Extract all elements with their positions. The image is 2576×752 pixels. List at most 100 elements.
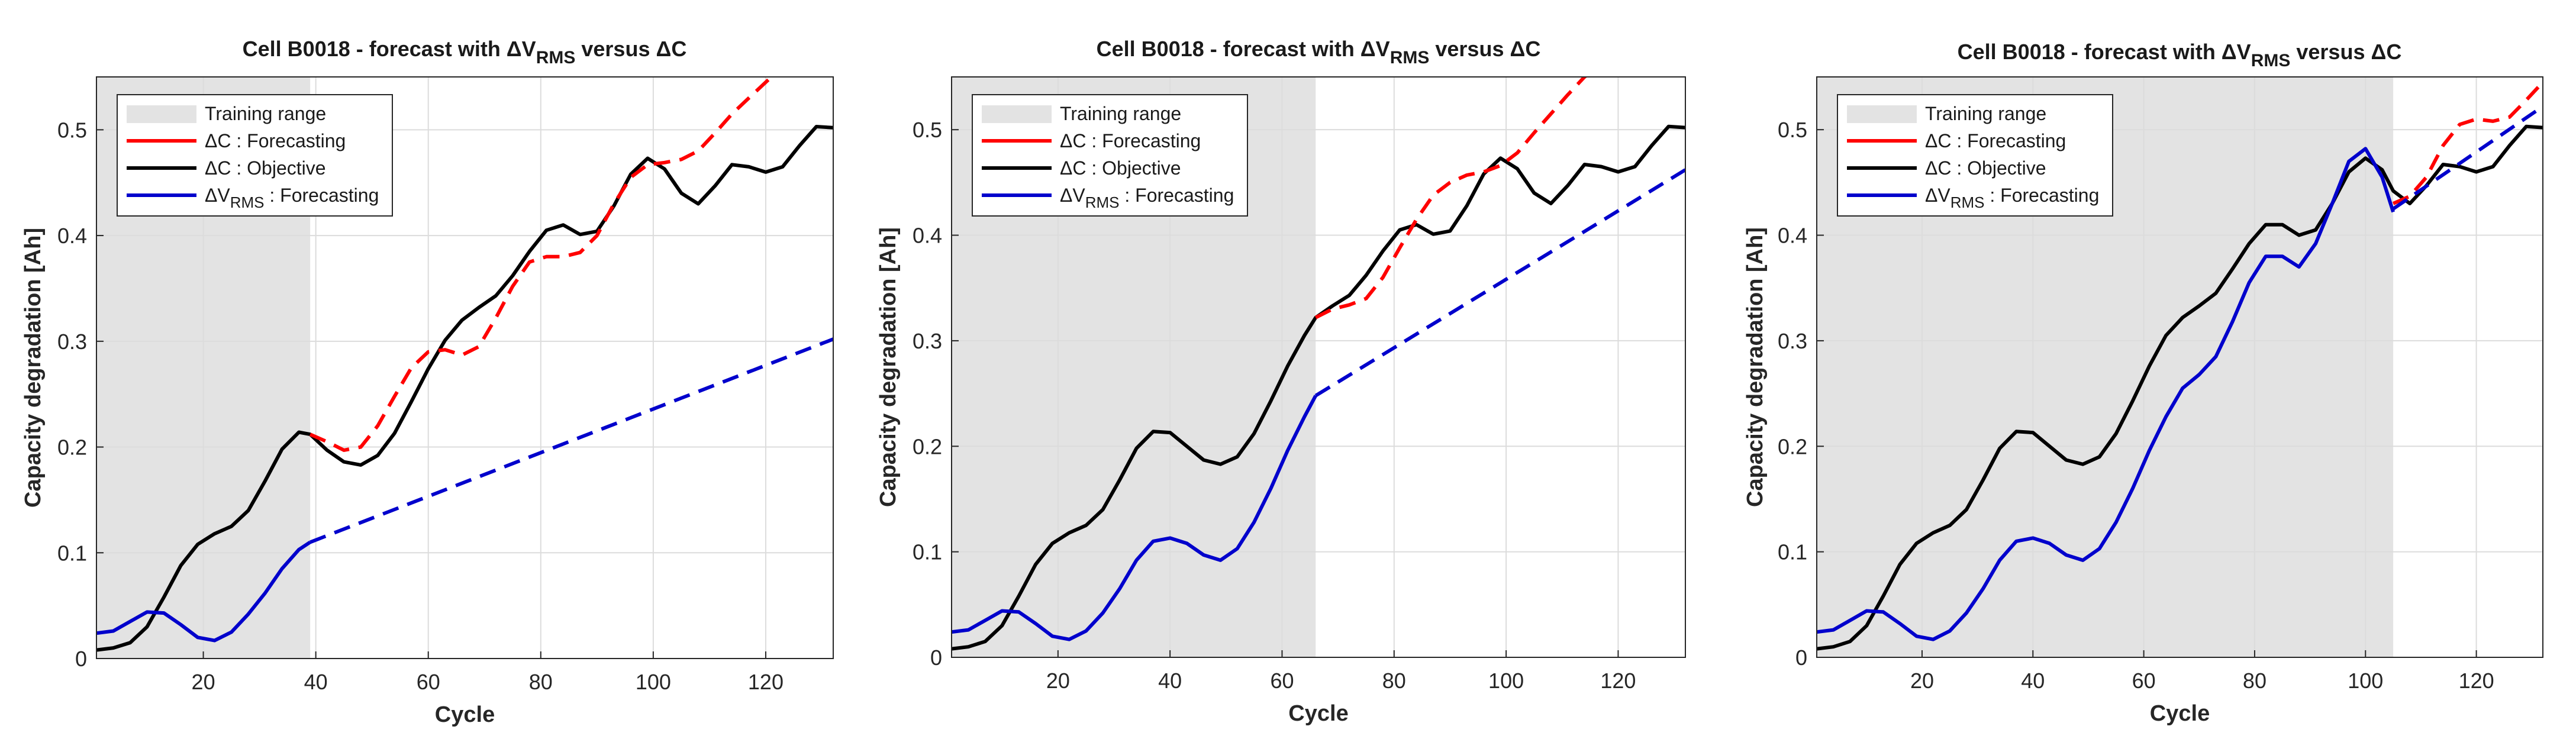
legend-label-subscript: RMS bbox=[230, 193, 265, 211]
x-tick-label: 80 bbox=[1382, 669, 1406, 693]
plot-area bbox=[96, 77, 833, 652]
y-tick-label: 0.4 bbox=[57, 224, 87, 248]
legend-label-main: ΔC : Forecasting bbox=[1060, 130, 1201, 151]
y-tick-label: 0 bbox=[930, 646, 942, 670]
legend-label-dc_forecast: ΔC : Forecasting bbox=[1925, 130, 2066, 151]
y-tick-label: 0.5 bbox=[913, 118, 942, 142]
legend-label-training: Training range bbox=[1925, 103, 2046, 124]
legend-label-dc_objective: ΔC : Objective bbox=[1060, 157, 1181, 179]
series-line-4 bbox=[2392, 105, 2543, 211]
legend-label-tail: : Forecasting bbox=[1985, 185, 2100, 206]
plot-area bbox=[952, 77, 1685, 651]
legend-label-main: ΔC : Forecasting bbox=[1925, 130, 2066, 151]
legend-swatch-training bbox=[1847, 105, 1917, 123]
legend-label-main: ΔC : Forecasting bbox=[205, 130, 346, 151]
legend-label-subscript: RMS bbox=[1085, 193, 1120, 211]
x-tick-label: 80 bbox=[2243, 669, 2267, 693]
legend: Training range ΔC : Forecasting ΔC : Objec… bbox=[1837, 94, 2113, 217]
x-tick-label: 80 bbox=[529, 670, 553, 694]
series-line-4 bbox=[1314, 168, 1685, 398]
y-tick-label: 0.4 bbox=[1778, 224, 1807, 248]
legend-label-tail: : Forecasting bbox=[265, 185, 379, 206]
y-tick-label: 0.3 bbox=[1778, 329, 1807, 353]
x-tick-label: 20 bbox=[1910, 669, 1934, 693]
y-tick-label: 0.1 bbox=[913, 540, 942, 564]
title-main: Cell B0018 - forecast with ΔV bbox=[1097, 37, 1390, 61]
y-axis-label: Capacity degradation [Ah] bbox=[876, 227, 901, 507]
title-subscript: RMS bbox=[536, 48, 576, 67]
x-axis-label: Cycle bbox=[1288, 701, 1348, 726]
y-axis-label: Capacity degradation [Ah] bbox=[21, 228, 46, 508]
x-tick-label: 60 bbox=[2132, 669, 2156, 693]
y-axis-label: Capacity degradation [Ah] bbox=[1743, 227, 1768, 507]
series-line-3 bbox=[952, 395, 1317, 641]
axes-frame bbox=[96, 76, 834, 659]
x-axis-label: Cycle bbox=[435, 702, 495, 727]
legend-label-dv_forecast: ΔVRMS : Forecasting bbox=[1925, 185, 2099, 211]
series-line-2 bbox=[2392, 80, 2543, 205]
chart-title: Cell B0018 - forecast with ΔVRMS versus … bbox=[243, 37, 687, 67]
series-line-4 bbox=[309, 337, 833, 544]
title-tail: versus ΔC bbox=[1429, 37, 1540, 61]
legend-label-main: Training range bbox=[1925, 103, 2046, 124]
legend-label-main: Training range bbox=[205, 103, 326, 124]
legend-label-dc_objective: ΔC : Objective bbox=[205, 157, 326, 179]
series-line-2 bbox=[1314, 77, 1588, 319]
legend-label-main: ΔV bbox=[1925, 185, 1950, 206]
x-tick-label: 120 bbox=[1600, 669, 1636, 693]
legend-swatch-training bbox=[127, 105, 196, 123]
y-tick-label: 0.2 bbox=[1778, 434, 1807, 459]
series-line-1 bbox=[96, 125, 833, 652]
title-tail: versus ΔC bbox=[575, 37, 686, 61]
legend: Training range ΔC : Forecasting ΔC : Objec… bbox=[117, 94, 393, 217]
y-tick-label: 0.2 bbox=[913, 434, 942, 459]
legend-label-dv_forecast: ΔVRMS : Forecasting bbox=[1060, 185, 1234, 211]
legend-label-main: ΔV bbox=[1060, 185, 1085, 206]
x-tick-label: 100 bbox=[636, 670, 671, 694]
legend-label-dc_forecast: ΔC : Forecasting bbox=[205, 130, 346, 151]
title-subscript: RMS bbox=[1390, 48, 1430, 67]
legend-label-main: Training range bbox=[1060, 103, 1181, 124]
legend-label-dv_forecast: ΔVRMS : Forecasting bbox=[205, 185, 379, 211]
x-tick-label: 100 bbox=[1488, 669, 1524, 693]
y-tick-label: 0 bbox=[1795, 646, 1807, 670]
legend-label-main: ΔC : Objective bbox=[1925, 157, 2046, 179]
series-line-2 bbox=[309, 77, 774, 452]
legend-label-training: Training range bbox=[205, 103, 326, 124]
series-line-3 bbox=[96, 540, 311, 643]
y-tick-label: 0.5 bbox=[57, 118, 87, 142]
axes-frame bbox=[951, 76, 1686, 658]
legend-label-dc_forecast: ΔC : Forecasting bbox=[1060, 130, 1201, 151]
chart-panel-1: 20 40 60 80 100 120 0 0.1 0.2 0.3 0.4 0.5 Cycle Capac… bbox=[21, 37, 834, 727]
legend-label-subscript: RMS bbox=[1950, 193, 1985, 211]
legend-swatch-training bbox=[982, 105, 1052, 123]
x-tick-label: 60 bbox=[417, 670, 440, 694]
x-tick-label: 40 bbox=[304, 670, 328, 694]
x-tick-label: 20 bbox=[1046, 669, 1070, 693]
y-tick-label: 0 bbox=[75, 647, 87, 671]
title-main: Cell B0018 - forecast with ΔV bbox=[243, 37, 536, 61]
chart-title: Cell B0018 - forecast with ΔVRMS versus … bbox=[1958, 40, 2402, 70]
legend-label-main: ΔV bbox=[205, 185, 230, 206]
legend-label-dc_objective: ΔC : Objective bbox=[1925, 157, 2046, 179]
y-tick-label: 0.5 bbox=[1778, 118, 1807, 142]
y-tick-label: 0.3 bbox=[913, 329, 942, 353]
chart-panel-3: 20 40 60 80 100 120 0 0.1 0.2 0.3 0.4 0.5 Cycle Capac… bbox=[1743, 40, 2543, 726]
x-tick-label: 120 bbox=[748, 670, 784, 694]
y-tick-label: 0.3 bbox=[57, 330, 87, 354]
legend-label-tail: : Forecasting bbox=[1120, 185, 1234, 206]
y-tick-label: 0.1 bbox=[1778, 540, 1807, 564]
x-tick-label: 60 bbox=[1270, 669, 1294, 693]
legend-label-main: ΔC : Objective bbox=[205, 157, 326, 179]
y-tick-label: 0.2 bbox=[57, 435, 87, 460]
chart-title: Cell B0018 - forecast with ΔVRMS versus … bbox=[1097, 37, 1541, 67]
title-main: Cell B0018 - forecast with ΔV bbox=[1958, 40, 2251, 64]
title-tail: versus ΔC bbox=[2290, 40, 2401, 64]
x-tick-label: 20 bbox=[192, 670, 215, 694]
x-axis-label: Cycle bbox=[2150, 701, 2210, 726]
title-subscript: RMS bbox=[2251, 51, 2291, 70]
x-tick-label: 120 bbox=[2459, 669, 2494, 693]
legend-label-main: ΔC : Objective bbox=[1060, 157, 1181, 179]
x-tick-label: 40 bbox=[2021, 669, 2045, 693]
